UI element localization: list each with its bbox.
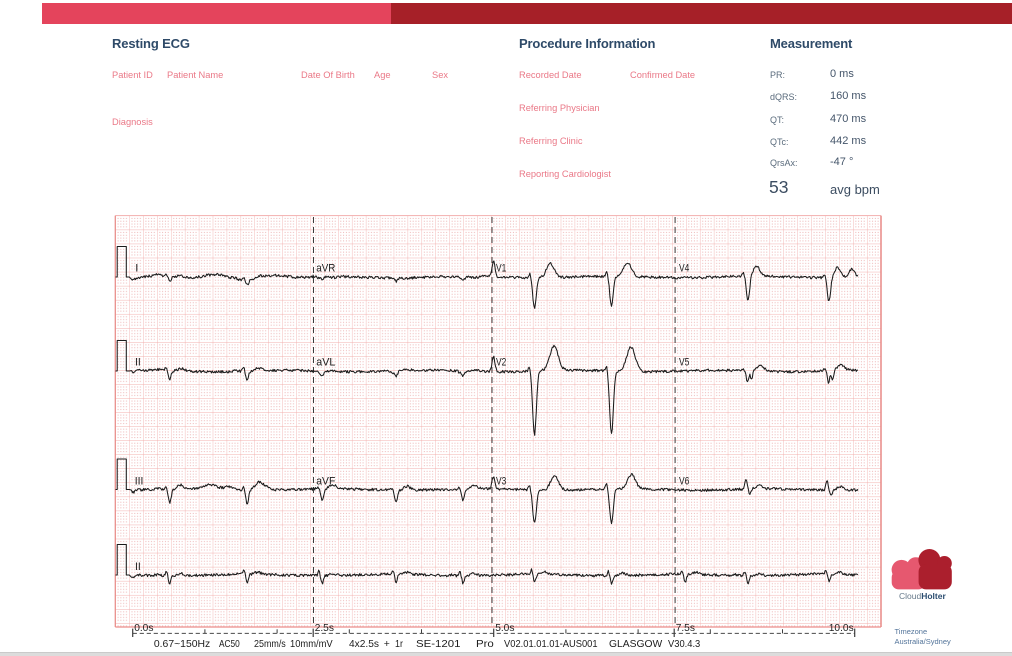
svg-text:V2: V2 (496, 357, 506, 369)
svg-text:aVF: aVF (316, 476, 335, 488)
svg-text:V1: V1 (496, 263, 506, 275)
svg-text:II: II (135, 561, 141, 573)
svg-text:aVL: aVL (316, 357, 335, 369)
svg-text:10.0s: 10.0s (829, 623, 854, 634)
svg-text:III: III (135, 476, 144, 488)
svg-text:2.5s: 2.5s (315, 623, 334, 634)
svg-text:5.0s: 5.0s (495, 623, 514, 634)
svg-text:7.5s: 7.5s (676, 623, 695, 634)
svg-text:V6: V6 (679, 476, 689, 488)
svg-text:V5: V5 (679, 357, 689, 369)
svg-text:I: I (135, 263, 138, 275)
svg-text:II: II (135, 357, 141, 369)
svg-text:aVR: aVR (316, 263, 335, 275)
svg-text:V3: V3 (496, 476, 506, 488)
svg-text:0.0s: 0.0s (134, 623, 153, 634)
svg-text:V4: V4 (679, 263, 689, 275)
